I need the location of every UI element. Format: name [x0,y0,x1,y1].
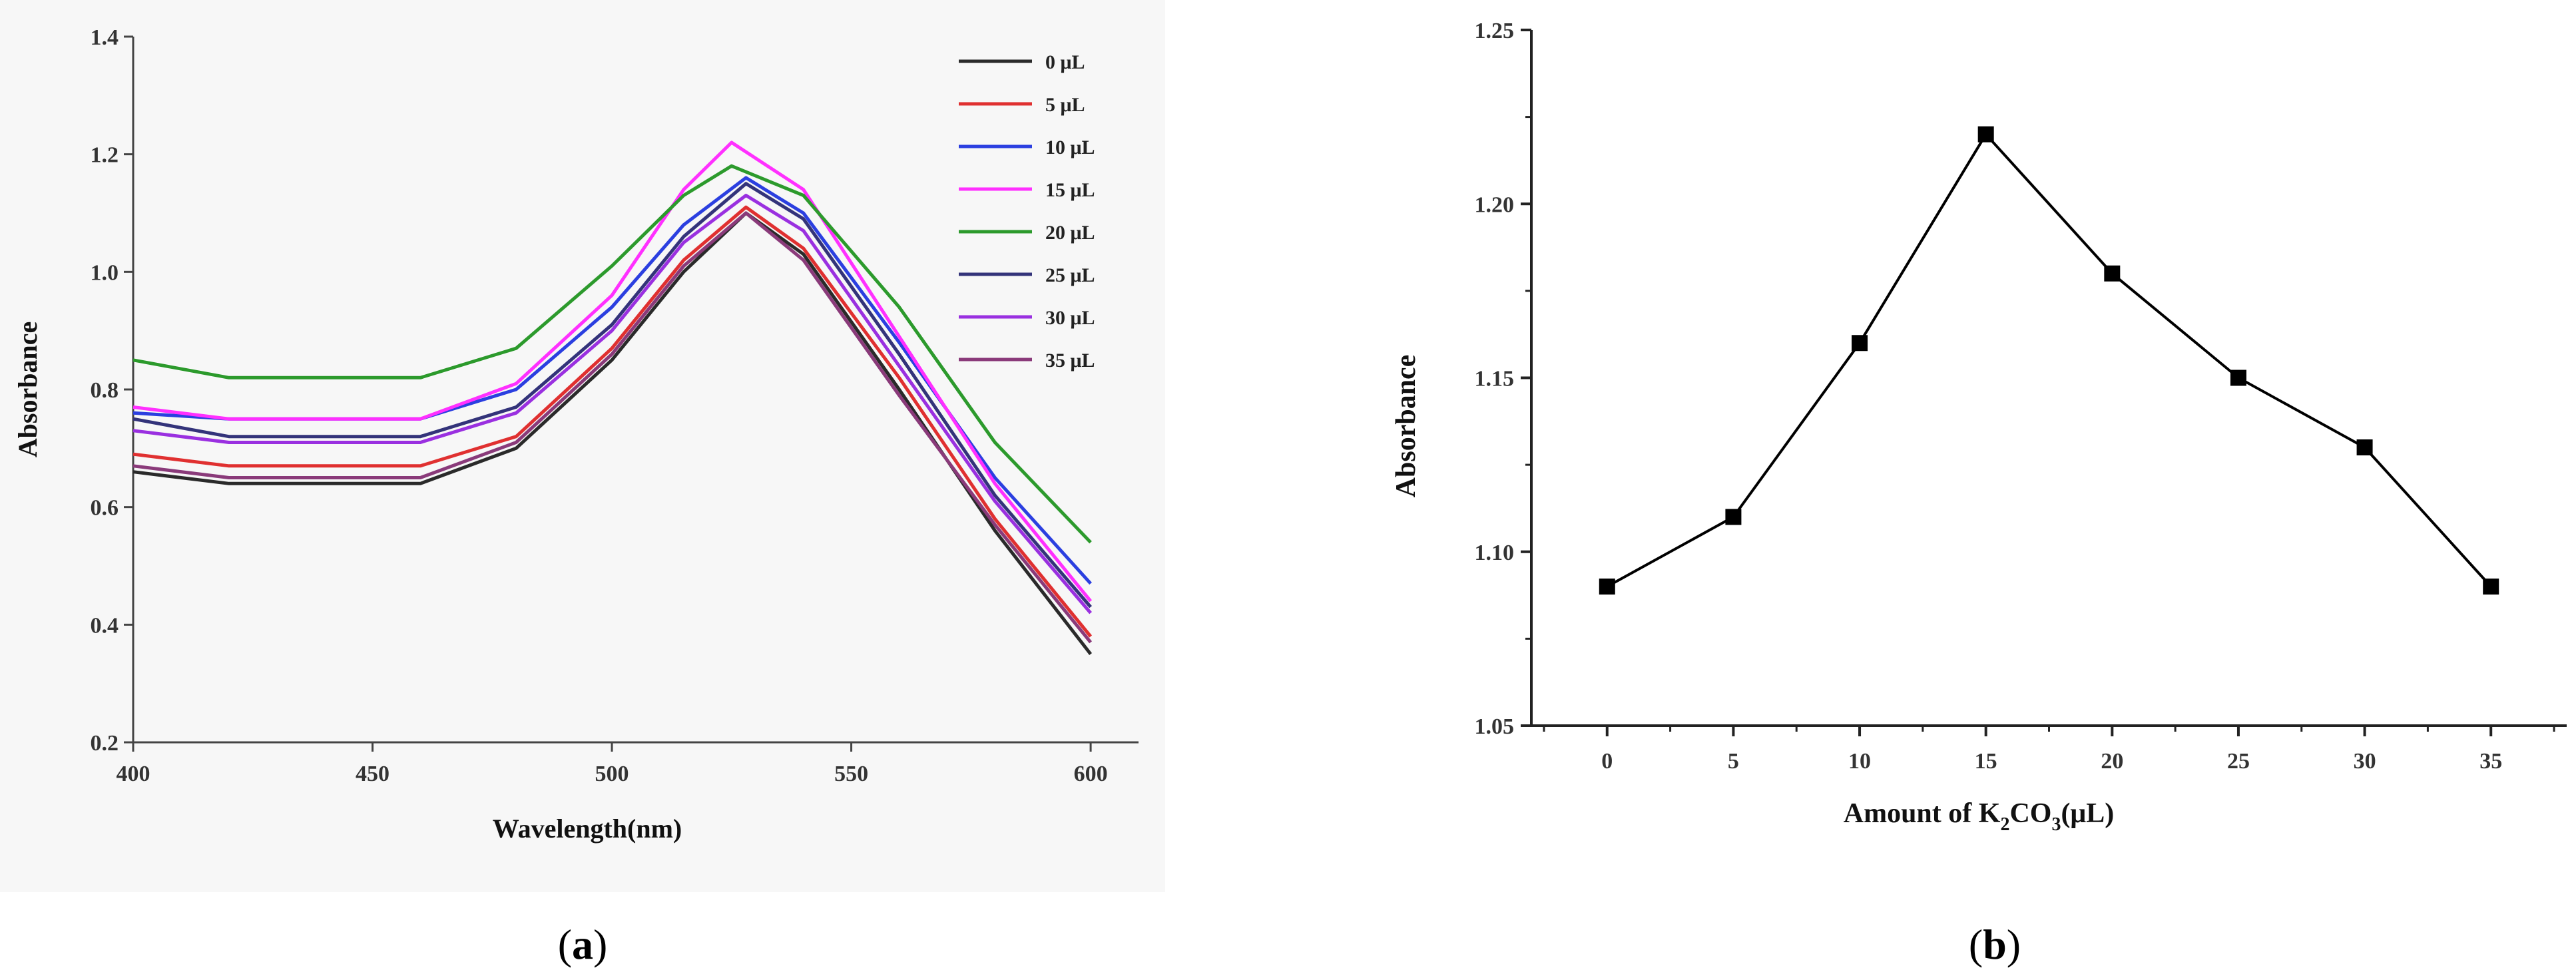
panel-a-y-tick-label: 0.2 [91,731,119,756]
panel-b-data-point [2356,439,2373,455]
panel-b-y-tick-label: 1.10 [1475,541,1515,565]
panel-a-y-tick-label: 0.4 [91,613,119,638]
panel-b-y-tick-label: 1.25 [1475,19,1515,43]
panel-a-x-tick-label: 550 [834,762,868,786]
panel-b-data-point [1599,579,1615,595]
panel-b-x-axis-title: Amount of K2CO3(μL) [1844,798,2114,835]
panel-a-y-tick-label: 1.0 [91,260,119,285]
panel-a-legend-label: 20 μL [1045,222,1095,244]
panel-b-x-tick-label: 0 [1601,749,1613,774]
panel-a-series-line [132,140,1093,603]
panel-a-legend: 0 μL 5 μL 10 μL 15 μL 20 μL 25 μL 30 μL 35 μL [959,51,1095,371]
panel-a-series-line [132,205,1093,638]
panel-a-y-tick-label: 1.4 [91,25,119,50]
panel-a-legend-label: 30 μL [1045,307,1095,329]
panel-b-x-tick-label: 30 [2354,749,2376,774]
panel-b-y-tick-label: 1.15 [1475,367,1515,391]
panel-a-x-tick-label: 500 [595,762,629,786]
panel-b-x-tick-label: 10 [1848,749,1871,774]
panel-a-x-tick-label: 450 [356,762,389,786]
panel-a-legend-label: 0 μL [1045,51,1085,73]
panel-a-caption: (a) [558,921,608,968]
panel-a-legend-label: 5 μL [1045,94,1085,116]
panel-a-x-tick-label: 400 [117,762,150,786]
panel-a-series-line [132,182,1092,609]
panel-b-y-tick-label: 1.05 [1475,714,1515,739]
panel-b-data-point [1852,335,1868,352]
panel-a-y-tick-label: 0.6 [91,496,119,521]
panel-a-y-axis-title: Absorbance [13,322,43,457]
panel-b-x-tick-label: 5 [1728,749,1739,774]
panel-b-data-point [2230,369,2246,386]
panel-b-x-tick-label: 15 [1975,749,1997,774]
panel-a-legend-label: 35 μL [1045,350,1095,371]
panel-b-data-point [1977,126,1994,142]
panel-b-x-tick-label: 25 [2227,749,2250,774]
panel-a-x-tick-label: 600 [1074,762,1108,786]
panel-b-data-point [1725,509,1742,525]
panel-b-x-tick-label: 20 [2101,749,2123,774]
panel-b-y-tick-label: 1.20 [1475,192,1515,217]
panel-a-background [0,0,1165,892]
panel-b-x-tick-label: 35 [2479,749,2502,774]
panel-b-absorbance-chart: 0 5 10 15 20 25 30 35 1.05 1.10 1.15 1.20 1.25 Amoun… [1391,19,2567,835]
panel-b-data-point [2104,265,2121,282]
panel-b-y-axis-title: Absorbance [1391,355,1421,498]
panel-b-data-point [2483,579,2499,595]
panel-b-caption: (b) [1969,921,2021,968]
panel-a-legend-label: 10 μL [1045,136,1095,158]
panel-a-series-line [132,211,1093,644]
panel-a-legend-label: 25 μL [1045,264,1095,286]
panel-b-series-line [1606,132,2492,588]
panel-a-x-axis-title: Wavelength(nm) [493,814,682,844]
panel-a-y-tick-label: 0.8 [91,378,119,403]
panel-a-y-tick-label: 1.2 [91,143,119,168]
panel-a-series-line [132,164,1092,544]
panel-a-series-line [132,194,1092,614]
panel-a-spectra-chart: 400 450 500 550 600 0.2 0.4 0.6 0.8 1.0 1.2 1.4 0 μ… [0,0,1165,892]
panel-a-legend-label: 15 μL [1045,179,1095,201]
